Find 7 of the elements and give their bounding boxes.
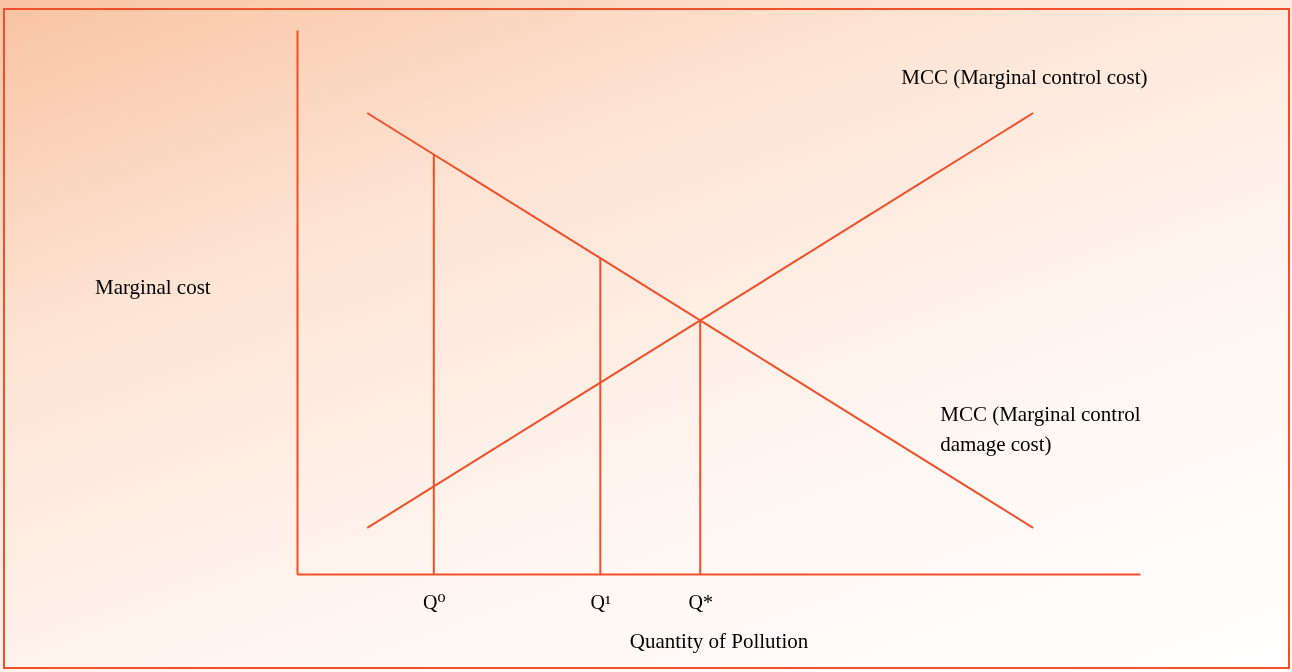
x-tick-label: Q⁰ bbox=[423, 590, 446, 613]
x-tick-label: Q¹ bbox=[590, 590, 612, 613]
text: Marginal cost bbox=[95, 275, 211, 299]
series-label: MCC (Marginal control damage cost) bbox=[940, 401, 1141, 456]
x-tick-label: Q* bbox=[688, 590, 713, 613]
series-label: MCC (Marginal control cost) bbox=[901, 64, 1148, 89]
x-axis-title: Quantity of Pollution bbox=[629, 628, 809, 653]
